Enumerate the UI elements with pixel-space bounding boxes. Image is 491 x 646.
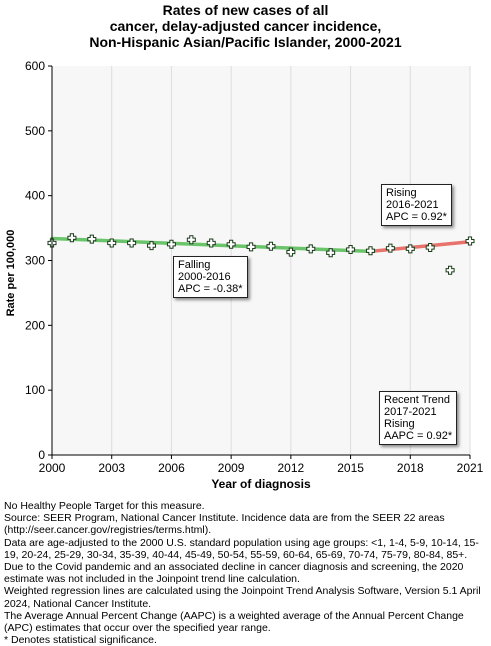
chart-title: Rates of new cases of all cancer, delay-… xyxy=(0,2,491,50)
y-tick-label-0: 0 xyxy=(38,448,45,462)
observed-points xyxy=(47,233,475,275)
recent-trend-callout: Recent Trend 2017-2021 Rising AAPC = 0.9… xyxy=(379,391,458,445)
data-point-2020 xyxy=(445,265,455,275)
data-point-2011 xyxy=(266,241,276,251)
y-tick-label-300: 300 xyxy=(25,254,45,268)
x-tick-label-2000: 2000 xyxy=(39,461,66,475)
rising-callout-label: Rising xyxy=(386,187,417,199)
x-tick-label-2003: 2003 xyxy=(98,461,125,475)
data-point-2019 xyxy=(425,243,435,253)
data-point-2002 xyxy=(87,234,97,244)
data-point-2014 xyxy=(326,248,336,258)
y-tick-label-400: 400 xyxy=(25,189,45,203)
data-point-2016 xyxy=(365,246,375,256)
data-point-2010 xyxy=(246,242,256,252)
x-axis-ticks: 2000 2003 2006 2009 2012 2015 2018 2021 xyxy=(39,455,484,475)
data-point-2012 xyxy=(286,247,296,257)
recent-trend-years: 2017-2021 xyxy=(384,406,437,418)
footnote-aapc: The Average Annual Percent Change (AAPC)… xyxy=(4,609,464,635)
data-point-2006 xyxy=(166,239,176,249)
rising-callout-years: 2016-2021 xyxy=(386,199,439,211)
y-axis-label: Rate per 100,000 xyxy=(5,230,17,317)
data-point-2005 xyxy=(147,241,157,251)
falling-callout-label: Falling xyxy=(178,259,211,271)
x-tick-label-2009: 2009 xyxy=(218,461,245,475)
rising-callout: Rising 2016-2021 APC = 0.92* xyxy=(381,184,452,226)
footnote-source: Source: SEER Program, National Cancer In… xyxy=(4,512,445,537)
data-point-2007 xyxy=(186,235,196,245)
x-tick-label-2021: 2021 xyxy=(457,461,484,475)
data-point-2021 xyxy=(465,236,475,246)
x-tick-label-2006: 2006 xyxy=(158,461,185,475)
chart-title-line-1: Rates of new cases of all xyxy=(162,2,329,18)
chart-canvas: 0 100 200 300 400 500 600 2000 2003 2006 2009 2012… xyxy=(5,59,484,491)
x-tick-label-2015: 2015 xyxy=(337,461,364,475)
data-point-2018 xyxy=(405,244,415,254)
recent-trend-direction: Rising xyxy=(384,418,415,430)
y-axis-ticks: 0 100 200 300 400 500 600 xyxy=(25,59,52,462)
footnotes: No Healthy People Target for this measur… xyxy=(4,500,488,646)
x-axis-label: Year of diagnosis xyxy=(211,477,311,491)
falling-callout-years: 2000-2016 xyxy=(178,271,231,283)
data-point-2004 xyxy=(127,238,137,248)
data-point-2013 xyxy=(306,244,316,254)
data-point-2015 xyxy=(346,244,356,254)
y-tick-label-200: 200 xyxy=(25,318,45,332)
data-point-2003 xyxy=(107,238,117,248)
chart-title-line-2: cancer, delay-adjusted cancer incidence, xyxy=(109,18,382,34)
x-tick-label-2018: 2018 xyxy=(397,461,424,475)
y-tick-label-600: 600 xyxy=(25,59,45,73)
footnote-age-adjustment: Data are age-adjusted to the 2000 U.S. s… xyxy=(4,536,479,561)
chart-title-line-3: Non-Hispanic Asian/Pacific Islander, 200… xyxy=(89,34,402,50)
y-tick-label-500: 500 xyxy=(25,124,45,138)
y-tick-label-100: 100 xyxy=(25,383,45,397)
plot-area xyxy=(52,66,470,455)
falling-callout: Falling 2000-2016 APC = -0.38* xyxy=(173,256,248,298)
recent-trend-aapc: AAPC = 0.92* xyxy=(384,430,453,442)
rising-callout-apc: APC = 0.92* xyxy=(386,211,447,223)
footnote-significance: * Denotes statistical significance. xyxy=(4,634,157,646)
recent-trend-title: Recent Trend xyxy=(384,394,451,406)
footnote-regression: Weighted regression lines are calculated… xyxy=(4,585,481,610)
data-point-2008 xyxy=(206,238,216,248)
x-tick-label-2012: 2012 xyxy=(278,461,305,475)
footnote-healthy-people: No Healthy People Target for this measur… xyxy=(4,500,205,512)
data-point-2001 xyxy=(67,233,77,243)
data-point-2017 xyxy=(385,243,395,253)
footnote-covid: Due to the Covid pandemic and an associa… xyxy=(4,561,464,586)
falling-callout-apc: APC = -0.38* xyxy=(178,283,243,295)
data-point-2009 xyxy=(226,239,236,249)
